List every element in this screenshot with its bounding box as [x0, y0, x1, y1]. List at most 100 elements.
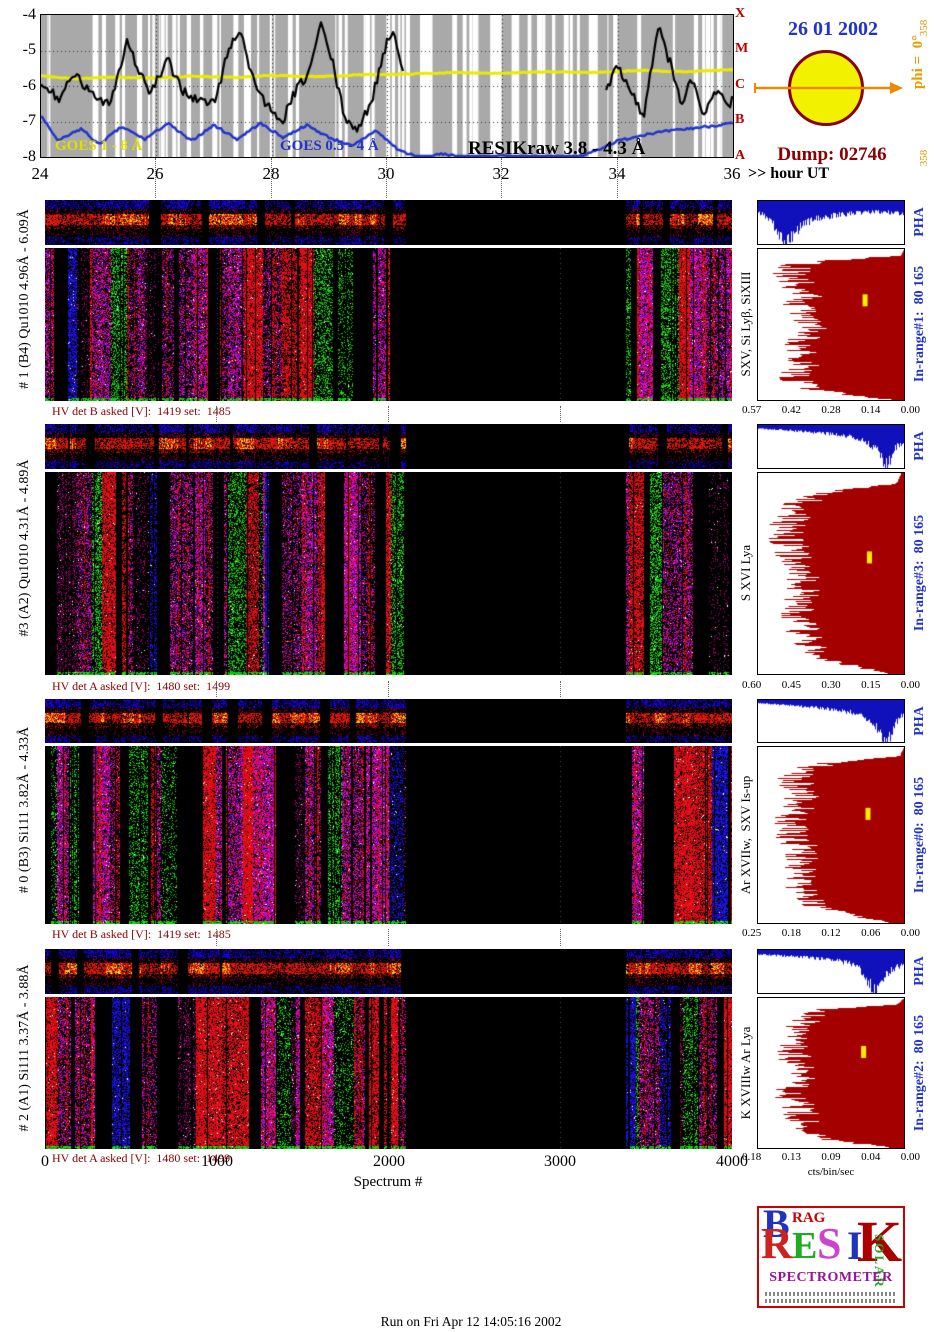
gridline-extension [216, 681, 217, 697]
count-histogram-canvas-3 [757, 997, 905, 1149]
histogram-scale-2: 0.25 0.18 0.12 0.06 0.00 [742, 927, 920, 939]
gridline-extension [388, 406, 389, 422]
inrange-label-0: In-range#1: 80 165 [912, 265, 927, 383]
count-histogram-canvas-1 [757, 472, 905, 675]
logo-letter: R [761, 1219, 793, 1268]
goes-y-tick-3: -7 [22, 112, 36, 129]
roll-angle-top: 358 [918, 19, 930, 37]
logo-fineprint-line [765, 1299, 897, 1303]
scale-tick: 0.60 [742, 679, 762, 691]
dump-label: Dump: 02746 [777, 144, 887, 165]
scale-tick: 0.45 [781, 679, 801, 691]
main-spectrogram-canvas-3 [45, 997, 732, 1149]
gridline-extension [155, 158, 156, 198]
flux-class-a: A [735, 148, 746, 163]
gridline-extension [617, 158, 618, 198]
scale-tick: 0.12 [821, 927, 841, 939]
flux-class-c: C [735, 77, 746, 92]
gridline-extension [216, 406, 217, 422]
scale-tick: 0.18 [781, 927, 801, 939]
scale-tick: 0.06 [861, 927, 881, 939]
gridline-extension [560, 406, 561, 422]
gridline-extension [386, 158, 387, 198]
pha-strip-canvas-1 [45, 424, 732, 469]
x-axis-title: Spectrum # [353, 1174, 423, 1190]
scale-tick: 0.18 [742, 1151, 762, 1163]
logo-letter: RAG [792, 1210, 826, 1226]
spectral-lines-label-0: SXV, Si Lyβ, SiXIII [738, 271, 753, 377]
pha-histogram-canvas-3 [757, 949, 905, 994]
gridline-extension [216, 929, 217, 946]
pha-histogram-canvas-2 [757, 699, 905, 743]
date-label: 26 01 2002 [788, 18, 878, 40]
pha-strip-canvas-3 [45, 949, 732, 994]
x-tick-label-1: 1000 [201, 1153, 233, 1170]
scale-tick: 0.00 [900, 927, 920, 939]
goes-y-tick-2: -6 [22, 77, 36, 94]
roll-angle-bottom: 358 [918, 149, 930, 167]
scale-tick: 0.04 [861, 1151, 881, 1163]
main-spectrogram-canvas-2 [45, 746, 732, 924]
x-tick-label-0: 0 [41, 1153, 49, 1170]
inrange-label-1: In-range#3: 80 165 [912, 514, 927, 632]
spectral-lines-label-2: Ar XVIIw, SXV Is-up [738, 775, 753, 895]
gridline-extension [501, 158, 502, 198]
scale-tick: 0.25 [742, 927, 762, 939]
spectral-lines-label-3: K XVIIIw Ar Lya [738, 1026, 753, 1120]
scale-tick: 0.57 [742, 404, 762, 416]
pha-strip-canvas-2 [45, 699, 732, 743]
goes-y-tick-1: -5 [22, 41, 36, 58]
gridline-extension [388, 681, 389, 697]
gridline-extension [560, 681, 561, 697]
hour-tick-24: 24 [31, 164, 49, 183]
main-spectrogram-canvas-0 [45, 248, 732, 401]
flux-class-b: B [735, 112, 745, 127]
legend-goes-05-4: GOES 0.5 - 4 Å [280, 138, 379, 154]
logo-letters: B RAG R E S I K SOLAR [759, 1201, 903, 1289]
hour-axis-label: >> hour UT [748, 165, 830, 182]
hour-tick-36: 36 [723, 164, 741, 183]
pha-strip-canvas-0 [45, 200, 732, 245]
scale-tick: 0.09 [821, 1151, 841, 1163]
flux-class-x: X [735, 6, 746, 21]
gridline-extension [271, 158, 272, 198]
spectral-lines-label-1: S XVI Lya [738, 544, 753, 602]
logo-letter: S [817, 1219, 842, 1268]
legend-goes-1-8: GOES 1 - 8 Å [55, 138, 143, 154]
hv-settings-2: HV det B asked [V]: 1419 set: 1485 [52, 927, 231, 941]
count-histogram-canvas-2 [757, 746, 905, 924]
logo-letter: K [857, 1209, 903, 1274]
histogram-units-label: cts/bin/sec [807, 1166, 855, 1178]
x-tick-label-3: 3000 [544, 1153, 576, 1170]
goes-y-tick-4: -8 [22, 148, 36, 165]
scale-tick: 0.00 [900, 1151, 920, 1163]
logo-fineprint-line [765, 1292, 897, 1296]
histogram-scale-3: 0.18 0.13 0.09 0.04 0.00 [742, 1151, 920, 1163]
phi-arrow-icon [754, 82, 903, 94]
histogram-scale-0: 0.57 0.42 0.28 0.14 0.00 [742, 404, 920, 416]
hv-settings-1: HV det A asked [V]: 1480 set: 1499 [52, 679, 231, 693]
pha-histogram-canvas-1 [757, 424, 905, 469]
logo-letter: B [763, 1201, 790, 1246]
resik-logo: B RAG R E S I K SOLAR SPECTROMETER [757, 1201, 905, 1308]
pha-histogram-canvas-0 [757, 200, 905, 245]
logo-title: SPECTROMETER [769, 1270, 893, 1285]
scale-tick: 0.13 [781, 1151, 801, 1163]
gridline-extension [388, 929, 389, 946]
x-tick-label-2: 2000 [373, 1153, 405, 1170]
panel-left-label-1: #3 (A2) Qu1010 4.31Å - 4.89Å [17, 459, 32, 637]
run-timestamp: Run on Fri Apr 12 14:05:16 2002 [380, 1314, 562, 1329]
hv-settings-3: HV det A asked [V]: 1480 set: 1499 [52, 1151, 231, 1165]
legend-resik-raw: RESIKraw 3.8 - 4.3 Å [468, 138, 646, 159]
scale-tick: 0.15 [861, 679, 881, 691]
inrange-label-2: In-range#0: 80 165 [912, 776, 927, 894]
scale-tick: 0.00 [900, 679, 920, 691]
inrange-label-3: In-range#2: 80 165 [912, 1014, 927, 1132]
count-histogram-canvas-0 [757, 248, 905, 401]
scale-tick: 0.28 [821, 404, 841, 416]
hv-settings-0: HV det B asked [V]: 1419 set: 1485 [52, 404, 231, 418]
goes-flux-plot-canvas [40, 14, 734, 158]
logo-letter: I [847, 1223, 863, 1268]
pha-axis-label-1: PHA [912, 431, 927, 461]
